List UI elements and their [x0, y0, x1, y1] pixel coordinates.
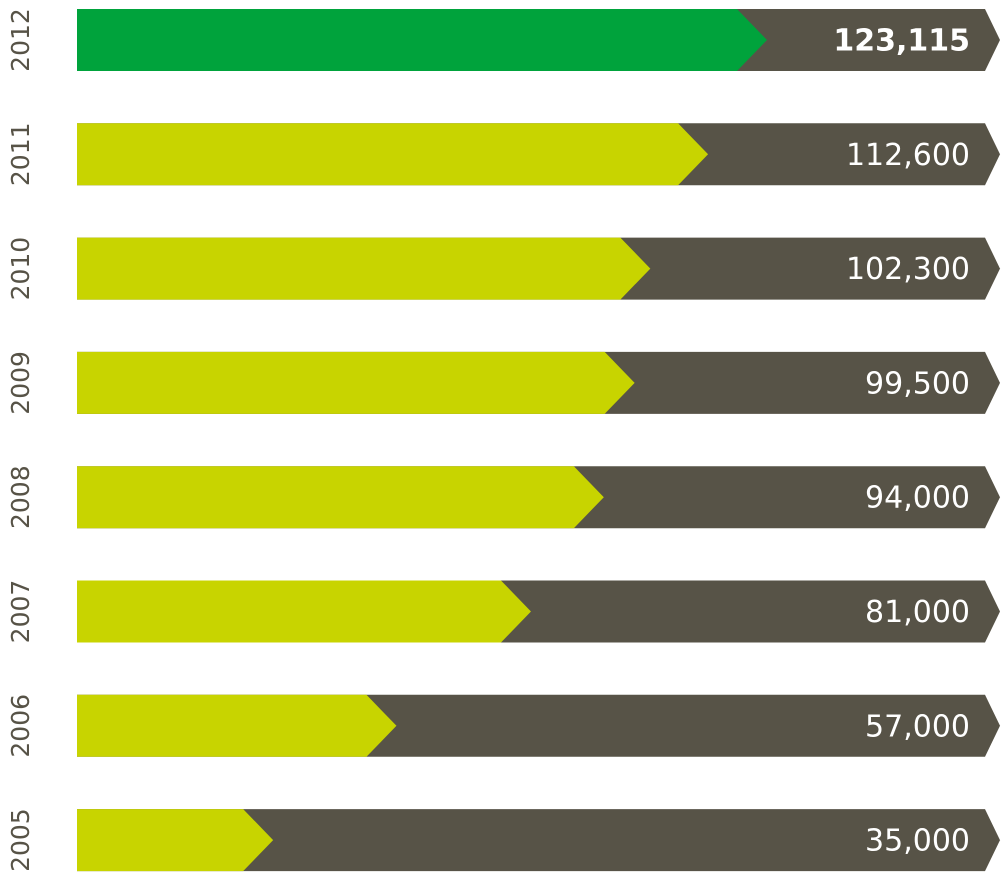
- value-label: 94,000: [865, 481, 970, 516]
- bar: [77, 351, 635, 414]
- category-label: 2012: [6, 8, 35, 72]
- bar: [77, 580, 531, 643]
- value-label: 35,000: [865, 824, 970, 859]
- bar: [77, 694, 397, 757]
- category-label: 2005: [6, 808, 35, 872]
- value-label: 123,115: [833, 24, 970, 59]
- bar-track: [77, 809, 1000, 872]
- category-label: 2008: [6, 465, 35, 529]
- bar: [77, 9, 767, 71]
- value-label: 57,000: [865, 709, 970, 744]
- bar: [77, 123, 709, 186]
- category-label: 2009: [6, 351, 35, 415]
- bar: [77, 809, 274, 872]
- bar: [77, 466, 604, 529]
- value-label: 112,600: [846, 138, 970, 173]
- value-label: 102,300: [846, 252, 970, 287]
- category-label: 2006: [6, 694, 35, 758]
- value-label: 81,000: [865, 595, 970, 630]
- bar: [77, 237, 651, 300]
- value-label: 99,500: [865, 366, 970, 401]
- category-label: 2010: [6, 237, 35, 301]
- category-label: 2011: [6, 122, 35, 186]
- category-label: 2007: [6, 580, 35, 644]
